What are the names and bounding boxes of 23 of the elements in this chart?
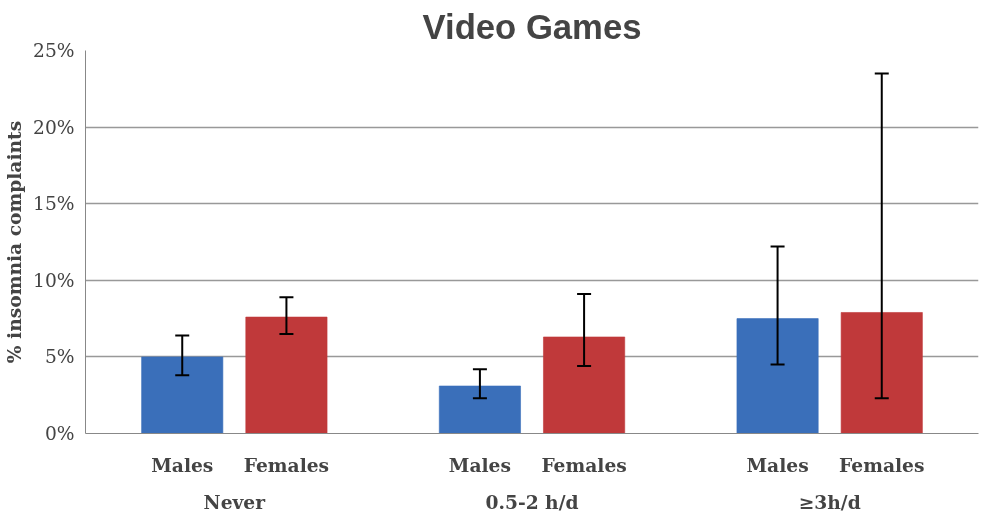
bar [736,318,819,434]
text: Males [448,453,512,476]
y-tick-label: 25% [33,40,75,61]
y-axis-title: % insomnia complaints [3,120,26,364]
bar [840,311,923,434]
y-tick-label: 10% [33,269,75,291]
y-tick-label: 0% [44,423,75,444]
bar [141,356,224,434]
y-tick-label: 15% [33,193,75,215]
text: Males [746,453,809,476]
y-tick-label: 20% [33,116,75,138]
series-label: Females [839,453,925,476]
x-tick-label: ≥3h/d [798,490,861,513]
x-tick-label: Never [203,490,267,513]
bar [438,385,522,434]
text: Females [541,453,627,476]
y-tick-label: 5% [44,346,75,368]
x-tick-label: 0.5-2 h/d [485,490,579,513]
chart-title: Video Games [422,7,642,46]
bar [542,336,626,434]
text: Females [243,453,330,476]
bar [245,316,328,434]
series-label: Males [151,453,214,476]
